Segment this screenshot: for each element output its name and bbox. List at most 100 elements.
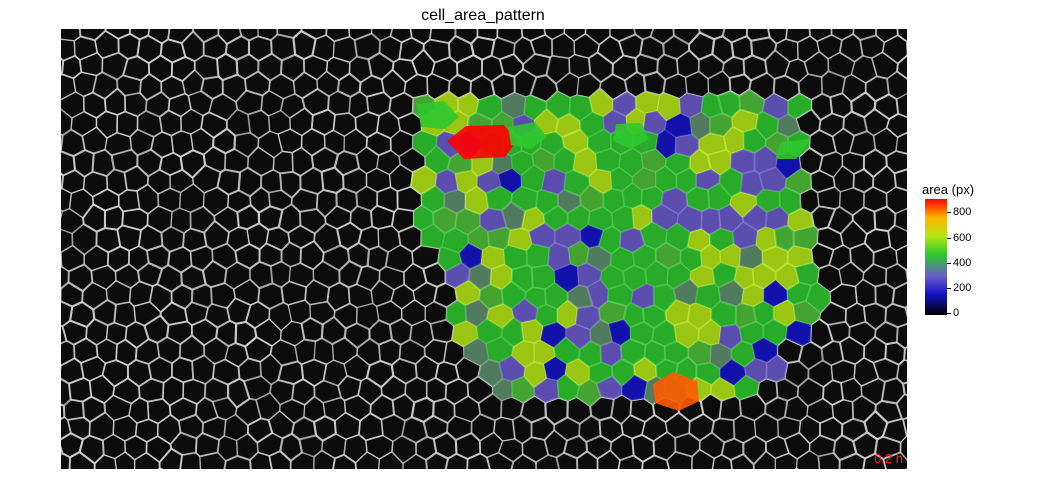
cell-outline [234,320,258,348]
tracked-cell [664,341,689,364]
tracked-cell [719,243,741,268]
cell-outline [190,318,219,347]
tracked-cell [492,152,513,175]
tracked-cell [776,139,811,159]
tracked-cell [665,113,692,138]
tracked-cell [673,279,698,305]
tracked-cell [553,336,580,365]
cell-outline [145,435,173,464]
cell-outline [783,360,810,389]
cell-outline [838,187,865,217]
cell-outline [783,431,811,460]
tracked-cell [451,320,478,347]
cell-outline [95,338,118,365]
cell-outline [71,222,98,256]
microscopy-svg [61,29,907,469]
cell-outline [137,377,165,403]
tracked-cell [665,153,691,175]
tracked-cell [479,284,504,309]
tracked-cell [575,305,601,330]
cell-outline [895,132,907,155]
tracked-cell [521,207,545,232]
tracked-cell [621,375,647,401]
cell-outline [851,394,877,424]
tracked-cell [641,186,663,211]
cell-outline [204,302,231,329]
tracked-cell [459,243,483,269]
tracked-cell [620,228,645,253]
tracked-cell [786,282,812,305]
cell-outline [303,54,329,81]
cell-outline [710,417,736,444]
cell-outline [816,34,843,60]
tracked-cell [492,378,513,401]
cell-outline [346,241,371,269]
tracked-cell [717,91,740,118]
tracked-cell [661,187,688,215]
cell-outline [854,278,877,308]
cell-outline [128,29,151,41]
cell-outline [641,454,670,469]
cell-outline [798,414,821,445]
tracked-cell [476,94,502,120]
cell-outline [862,302,887,331]
cell-outline [535,454,560,469]
tracked-cell [433,207,457,234]
tracked-cell [596,376,622,399]
tracked-cell [425,145,450,174]
cell-outline [61,150,77,177]
cell-outline [331,336,358,365]
tracked-cell [565,324,591,350]
cell-outline [389,29,413,44]
cell-outline [862,263,888,288]
tracked-cell [774,225,794,252]
tracked-cell [732,221,758,249]
cell-outline [774,452,798,469]
cell-outline [169,431,198,457]
tracked-cell [545,282,568,309]
cell-outline [81,202,107,233]
tracked-cell [543,205,568,231]
cell-outline [102,433,126,460]
cell-outline [202,186,230,217]
cell-outline [485,451,515,469]
cell-outline [576,450,599,469]
cell-outline [268,450,292,469]
tracked-cell [689,111,710,140]
tracked-cell [653,284,676,312]
tracked-cell [540,322,566,348]
tracked-cell [529,223,555,248]
tracked-cell [793,226,818,250]
tracked-cell [485,186,513,211]
legend-tick [947,238,951,239]
cell-outline [233,131,260,159]
cell-outline [493,416,516,442]
tracked-cell [480,208,507,232]
cell-outline [903,346,907,362]
cell-outline [279,432,304,463]
cell-outline [827,51,856,79]
cell-outline [215,319,238,348]
tracked-cell [641,148,667,173]
tracked-cell [501,202,525,231]
cell-outline [325,56,351,82]
tracked-cell [588,169,612,194]
tracked-cell [657,92,681,121]
tracked-cell [743,128,766,154]
cell-outline [321,244,351,272]
cell-outline [114,451,136,469]
tracked-cell [477,170,501,193]
tracked-cell [412,130,438,157]
cell-outline [513,68,538,98]
tracked-cell [674,321,699,349]
tracked-cell [689,265,715,288]
tracked-cell [707,149,731,176]
cell-outline [256,282,285,311]
cell-outline [432,431,458,460]
tracked-cell [710,343,732,369]
tracked-cell [421,185,445,213]
tracked-cell [411,166,437,195]
tracked-cell [562,129,588,154]
cell-outline [180,108,204,135]
cell-outline [796,376,825,408]
